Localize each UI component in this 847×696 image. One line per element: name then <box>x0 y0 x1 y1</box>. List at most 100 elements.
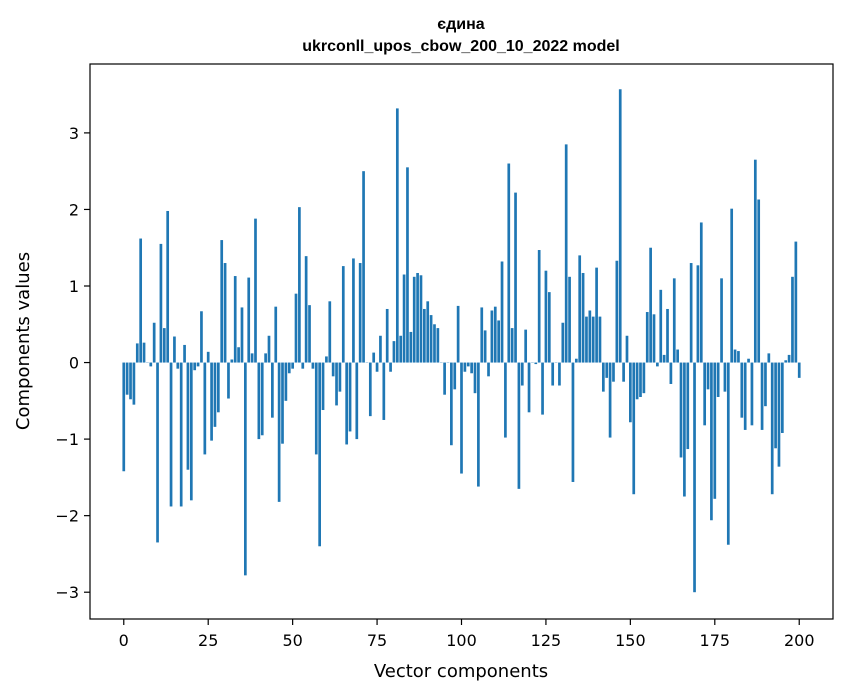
bar <box>726 362 730 545</box>
bar <box>605 362 609 378</box>
bar <box>595 267 598 363</box>
bar <box>504 362 507 438</box>
bar <box>240 307 244 363</box>
bar <box>510 328 514 363</box>
bar <box>274 306 278 363</box>
bar <box>335 362 338 406</box>
y-axis: −3 −2 −1 0 1 2 3 <box>55 124 90 602</box>
bar <box>683 362 686 497</box>
bar <box>713 362 717 499</box>
bar <box>311 362 315 369</box>
bar <box>156 362 159 543</box>
bar <box>338 362 342 392</box>
bar <box>213 362 217 427</box>
x-tick-label: 125 <box>531 631 562 650</box>
bar <box>409 331 413 363</box>
bar <box>625 335 629 363</box>
bar <box>787 354 791 363</box>
bar <box>206 351 210 363</box>
bar <box>419 275 423 363</box>
bar <box>551 362 555 386</box>
bar <box>649 247 652 363</box>
bar <box>460 362 463 474</box>
bar <box>142 342 146 363</box>
bar <box>615 260 619 363</box>
bar <box>534 362 538 365</box>
bar <box>416 272 419 363</box>
bar <box>281 362 284 444</box>
bar <box>689 263 693 363</box>
bar <box>743 362 747 430</box>
bar <box>379 335 382 363</box>
x-tick-label: 50 <box>282 631 302 650</box>
bar <box>514 192 517 363</box>
bar <box>402 274 406 363</box>
y-tick-label: 1 <box>69 277 79 296</box>
bar <box>325 356 328 363</box>
bar <box>645 312 649 363</box>
y-tick-label: 0 <box>69 354 79 373</box>
bar <box>652 314 656 363</box>
bar <box>436 328 440 363</box>
x-tick-label: 100 <box>446 631 477 650</box>
bar <box>230 359 234 363</box>
bar <box>656 362 659 367</box>
bar <box>568 276 571 363</box>
bar <box>352 258 355 363</box>
bar <box>774 362 777 449</box>
bar <box>764 362 767 407</box>
chart-title: єдина <box>437 16 484 33</box>
bar <box>257 362 261 440</box>
bar <box>730 208 734 363</box>
bar <box>639 362 642 397</box>
bar <box>574 358 578 363</box>
bar <box>581 272 585 363</box>
bar <box>473 362 477 394</box>
x-tick-label: 200 <box>784 631 815 650</box>
bar <box>176 362 180 369</box>
bar <box>686 362 690 450</box>
bar <box>527 362 531 413</box>
bar <box>666 308 669 363</box>
bar <box>216 362 220 413</box>
bar <box>375 362 379 372</box>
bar <box>470 362 473 374</box>
bar <box>152 322 156 363</box>
bar <box>601 362 605 392</box>
bar <box>149 362 153 367</box>
chart-subtitle: ukrconll_upos_cbow_200_10_2022 model <box>302 38 619 55</box>
bar <box>797 362 801 378</box>
bar <box>331 362 335 377</box>
bar <box>720 278 723 363</box>
y-tick-label: −1 <box>55 430 79 449</box>
bar <box>220 240 224 363</box>
bar <box>520 362 524 386</box>
bar <box>358 263 362 363</box>
bar <box>723 362 727 392</box>
bar <box>135 343 139 363</box>
bar <box>642 362 646 394</box>
bar <box>747 358 750 363</box>
bar <box>612 362 615 382</box>
bar <box>585 316 588 363</box>
bar <box>497 320 500 363</box>
bar <box>301 362 305 369</box>
bar <box>632 362 636 495</box>
bar <box>196 362 200 367</box>
bar <box>244 362 247 576</box>
bar <box>571 362 575 482</box>
bar <box>426 301 430 363</box>
bar <box>500 261 504 363</box>
y-tick-label: 3 <box>69 124 79 143</box>
y-tick-label: −2 <box>55 507 79 526</box>
bar <box>429 315 433 363</box>
bar <box>264 353 267 363</box>
bar <box>541 362 544 415</box>
bar <box>450 362 453 446</box>
bar <box>453 362 457 390</box>
x-tick-label: 150 <box>615 631 646 650</box>
bar <box>321 362 325 411</box>
bar <box>477 362 480 487</box>
bar <box>210 362 213 441</box>
bar <box>227 362 230 399</box>
